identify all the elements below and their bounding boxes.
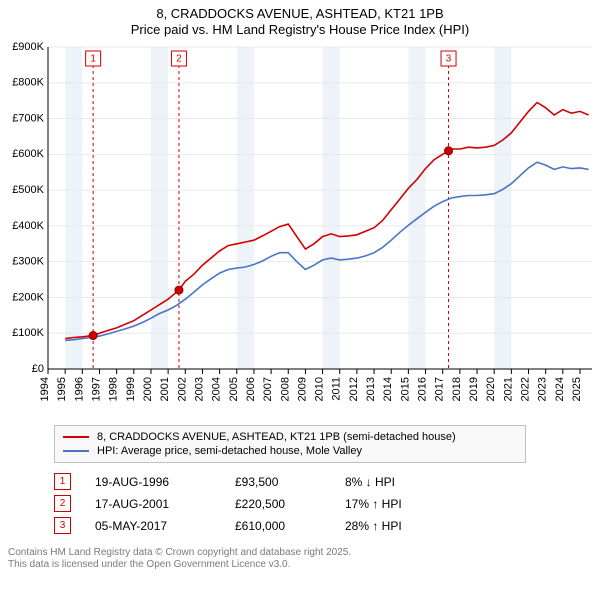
sales-price-3: £610,000 <box>235 519 345 533</box>
sales-marker-1: 1 <box>54 473 71 490</box>
sales-price-1: £93,500 <box>235 475 345 489</box>
sales-date-3: 05-MAY-2017 <box>95 519 235 533</box>
svg-text:2013: 2013 <box>365 377 377 401</box>
svg-text:3: 3 <box>446 53 452 64</box>
svg-text:2000: 2000 <box>142 377 154 401</box>
svg-text:1998: 1998 <box>108 377 120 401</box>
sales-row-1: 1 19-AUG-1996 £93,500 8% ↓ HPI <box>54 471 600 493</box>
svg-text:2006: 2006 <box>245 377 257 401</box>
title-line-1: 8, CRADDOCKS AVENUE, ASHTEAD, KT21 1PB <box>0 6 600 22</box>
chart-area: £0 £100K £200K £300K £400K £500K £600K £700K £80… <box>0 39 600 419</box>
sales-marker-3: 3 <box>54 517 71 534</box>
footer: Contains HM Land Registry data © Crown c… <box>8 547 600 572</box>
svg-text:2019: 2019 <box>468 377 480 401</box>
svg-text:£500K: £500K <box>12 184 44 196</box>
sales-date-1: 19-AUG-1996 <box>95 475 235 489</box>
svg-text:£200K: £200K <box>12 291 44 303</box>
sales-date-2: 17-AUG-2001 <box>95 497 235 511</box>
svg-text:2023: 2023 <box>537 377 549 401</box>
sales-row-2: 2 17-AUG-2001 £220,500 17% ↑ HPI <box>54 493 600 515</box>
svg-text:£100K: £100K <box>12 327 44 339</box>
svg-text:2: 2 <box>176 53 182 64</box>
svg-text:£0: £0 <box>32 362 44 374</box>
sales-diff-3: 28% ↑ HPI <box>345 519 465 533</box>
sales-row-3: 3 05-MAY-2017 £610,000 28% ↑ HPI <box>54 515 600 537</box>
title-block: 8, CRADDOCKS AVENUE, ASHTEAD, KT21 1PB P… <box>0 0 600 39</box>
chart-svg: £0 £100K £200K £300K £400K £500K £600K £700K £80… <box>0 39 600 419</box>
svg-text:1995: 1995 <box>56 377 68 401</box>
svg-text:2022: 2022 <box>520 377 532 401</box>
svg-text:2001: 2001 <box>159 377 171 401</box>
svg-text:2017: 2017 <box>434 377 446 401</box>
legend-swatch-hpi <box>63 450 89 452</box>
svg-text:2024: 2024 <box>554 377 566 401</box>
legend-swatch-property <box>63 436 89 438</box>
svg-text:2008: 2008 <box>279 377 291 401</box>
svg-text:1999: 1999 <box>125 377 137 401</box>
svg-text:2002: 2002 <box>176 377 188 401</box>
svg-text:£700K: £700K <box>12 112 44 124</box>
sales-price-2: £220,500 <box>235 497 345 511</box>
svg-text:2025: 2025 <box>571 377 583 401</box>
footer-line-1: Contains HM Land Registry data © Crown c… <box>8 547 600 560</box>
title-line-2: Price paid vs. HM Land Registry's House … <box>0 22 600 38</box>
sales-marker-2: 2 <box>54 495 71 512</box>
legend: 8, CRADDOCKS AVENUE, ASHTEAD, KT21 1PB (… <box>54 425 526 463</box>
sales-table: 1 19-AUG-1996 £93,500 8% ↓ HPI 2 17-AUG-… <box>54 471 600 537</box>
svg-text:£600K: £600K <box>12 148 44 160</box>
svg-text:1994: 1994 <box>39 377 51 401</box>
svg-text:1997: 1997 <box>90 377 102 401</box>
svg-text:2004: 2004 <box>211 377 223 401</box>
svg-text:2012: 2012 <box>348 377 360 401</box>
sales-diff-1: 8% ↓ HPI <box>345 475 465 489</box>
svg-text:£300K: £300K <box>12 255 44 267</box>
svg-text:2014: 2014 <box>382 377 394 401</box>
sales-diff-2: 17% ↑ HPI <box>345 497 465 511</box>
svg-text:2020: 2020 <box>485 377 497 401</box>
svg-text:2021: 2021 <box>502 377 514 401</box>
svg-text:2018: 2018 <box>451 377 463 401</box>
svg-text:2007: 2007 <box>262 377 274 401</box>
svg-text:2015: 2015 <box>399 377 411 401</box>
svg-text:£400K: £400K <box>12 219 44 231</box>
legend-row-property: 8, CRADDOCKS AVENUE, ASHTEAD, KT21 1PB (… <box>63 430 517 444</box>
svg-text:£800K: £800K <box>12 76 44 88</box>
svg-text:2010: 2010 <box>314 377 326 401</box>
svg-text:1: 1 <box>90 53 96 64</box>
svg-text:1996: 1996 <box>73 377 85 401</box>
footer-line-2: This data is licensed under the Open Gov… <box>8 559 600 572</box>
svg-text:2009: 2009 <box>296 377 308 401</box>
svg-text:2016: 2016 <box>417 377 429 401</box>
legend-label-property: 8, CRADDOCKS AVENUE, ASHTEAD, KT21 1PB (… <box>97 431 456 443</box>
legend-row-hpi: HPI: Average price, semi-detached house,… <box>63 444 517 458</box>
svg-text:£900K: £900K <box>12 40 44 52</box>
legend-label-hpi: HPI: Average price, semi-detached house,… <box>97 445 362 457</box>
svg-text:2011: 2011 <box>331 377 343 401</box>
svg-text:2005: 2005 <box>228 377 240 401</box>
svg-text:2003: 2003 <box>193 377 205 401</box>
